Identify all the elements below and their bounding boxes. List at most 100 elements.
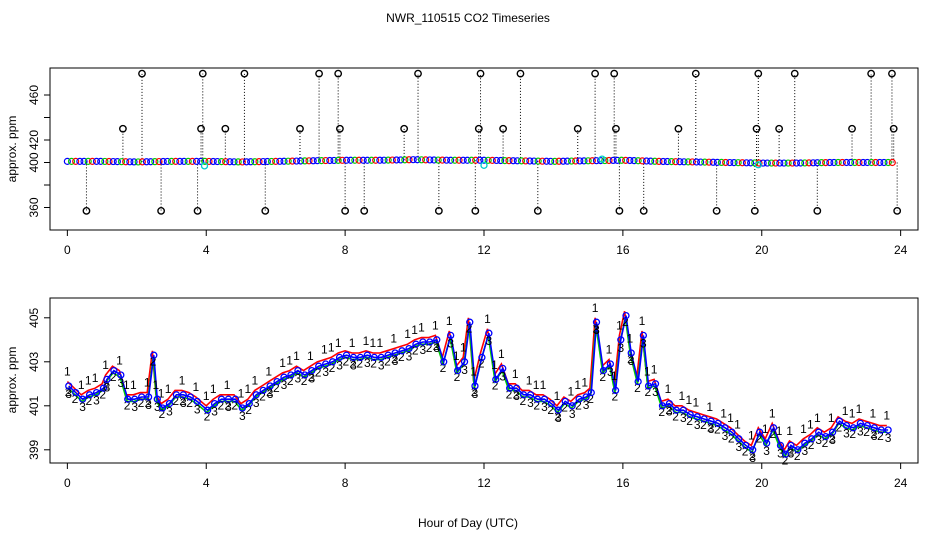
- baseline-point: [351, 156, 359, 164]
- series-3-point: [512, 384, 521, 392]
- baseline-point: [817, 159, 826, 167]
- series-3-point: [150, 351, 158, 359]
- series-1-label: 1: [116, 354, 123, 368]
- baseline-point: [447, 156, 455, 164]
- series-3-label: 3: [763, 444, 770, 458]
- series-3-point: [231, 395, 240, 403]
- series-1-label: 1: [581, 376, 588, 390]
- cyan-point: [200, 162, 209, 170]
- baseline-point: [605, 156, 613, 165]
- series-3-point: [124, 395, 132, 403]
- series-1-label: 1: [611, 369, 618, 383]
- bottom-x-tick-label: 20: [755, 476, 769, 490]
- flag-low-point: [712, 206, 721, 215]
- baseline-point: [488, 156, 496, 164]
- series-3-label: 3: [308, 372, 315, 386]
- baseline-point: [201, 157, 209, 165]
- series-3-label: 3: [93, 394, 100, 408]
- series-3-point: [193, 397, 201, 406]
- series-3-point: [639, 331, 648, 340]
- series-3-point: [728, 428, 736, 436]
- series-3-point: [794, 446, 802, 454]
- series-3-label: 3: [322, 365, 329, 379]
- series-3-label: 3: [406, 350, 413, 364]
- series-1-label: 1: [123, 378, 130, 392]
- flag-mid-point: [197, 124, 205, 133]
- series-3-point: [335, 353, 344, 362]
- top-x-tick-label: 0: [64, 243, 71, 257]
- series-1-label: 1: [363, 334, 370, 348]
- baseline-point: [255, 158, 263, 166]
- baseline-point: [859, 158, 867, 167]
- series-3-point: [117, 371, 125, 379]
- cyan-point: [598, 155, 606, 163]
- series-1-label: 1: [153, 378, 160, 392]
- series-1-label: 1: [390, 332, 397, 346]
- baseline-point: [851, 158, 859, 167]
- series-3-label: 3: [593, 323, 600, 337]
- series-2-label: 2: [72, 392, 79, 406]
- series-3-point: [78, 395, 87, 403]
- series-3-point: [756, 428, 764, 436]
- series-2-label: 2: [433, 339, 440, 353]
- baseline-point: [213, 157, 221, 166]
- series-3-label: 3: [194, 402, 201, 416]
- baseline-point: [784, 159, 792, 167]
- series-3-point: [447, 331, 455, 340]
- series-2-label: 2: [794, 449, 801, 463]
- baseline-point: [322, 156, 330, 165]
- flag-mid-point: [119, 124, 127, 133]
- series-1-label: 1: [252, 373, 259, 387]
- series-1-label: 1: [540, 378, 547, 392]
- series-3-label: 3: [871, 429, 878, 443]
- baseline-point: [484, 156, 492, 164]
- series-2-label: 2: [224, 398, 231, 412]
- baseline-point: [688, 158, 696, 166]
- series-2-label: 2: [158, 407, 165, 421]
- baseline-point: [547, 157, 555, 165]
- series-3-label: 3: [777, 446, 784, 460]
- series-2-label: 2: [138, 396, 145, 410]
- flag-mid-point: [775, 124, 784, 133]
- baseline-point: [392, 156, 401, 164]
- baseline-point: [780, 159, 788, 167]
- series-2-label: 2: [835, 420, 842, 434]
- baseline-point: [455, 156, 463, 164]
- series-2-label: 2: [863, 425, 870, 439]
- series-1-label: 1: [692, 395, 699, 409]
- series-3-point: [742, 441, 750, 450]
- bottom-x-tick-label: 24: [894, 476, 908, 490]
- series-3-point: [634, 377, 642, 386]
- series-3-point: [599, 366, 608, 375]
- series-1-label: 1: [807, 417, 814, 431]
- flag-high-point: [334, 69, 343, 78]
- series-3-point: [131, 395, 139, 403]
- series-1-label: 1: [574, 378, 581, 392]
- series-2-label: 2: [645, 385, 652, 399]
- series-3-point: [478, 353, 486, 362]
- series-2-label: 2: [150, 354, 157, 368]
- series-3-point: [693, 413, 701, 421]
- baseline-point: [280, 157, 288, 165]
- series-1-label: 1: [158, 387, 165, 401]
- flag-low-point: [157, 206, 166, 215]
- baseline-point: [330, 156, 338, 165]
- series-2-label: 2: [466, 321, 473, 335]
- top-x-tick-label: 12: [477, 243, 491, 257]
- baseline-point: [792, 159, 801, 167]
- series-1-label: 1: [800, 422, 807, 436]
- series-3-label: 3: [749, 451, 756, 465]
- flag-mid-point: [499, 124, 507, 133]
- bottom-x-tick-label: 12: [477, 476, 491, 490]
- baseline-point: [122, 158, 130, 166]
- series-3-point: [110, 366, 118, 375]
- baseline-point: [572, 157, 580, 165]
- series-2-label: 2: [506, 387, 513, 401]
- series-3-label: 3: [211, 405, 218, 419]
- baseline-point: [138, 158, 146, 166]
- series-1-label: 1: [644, 365, 651, 379]
- baseline-point: [126, 158, 134, 166]
- flag-mid-point: [221, 124, 230, 133]
- baseline-point: [472, 156, 480, 164]
- baseline-point: [626, 156, 634, 165]
